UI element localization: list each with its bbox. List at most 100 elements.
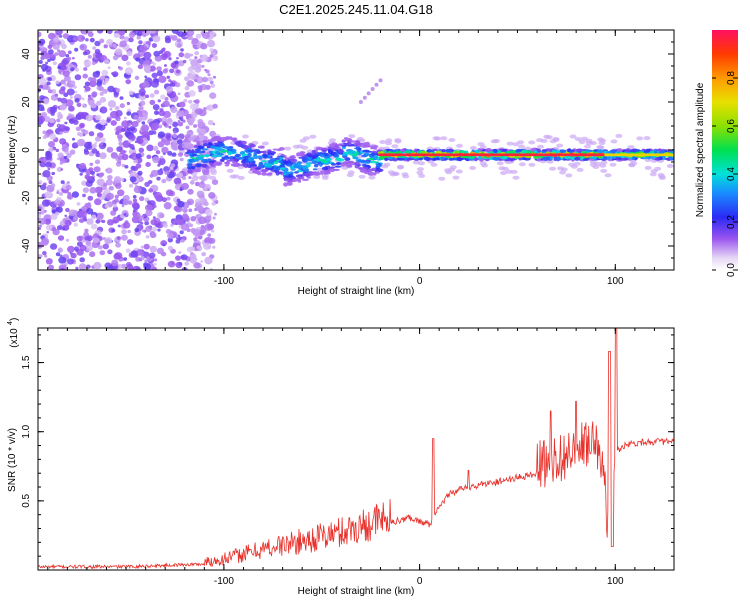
signal-cell (474, 149, 480, 153)
noise-cell (184, 76, 190, 82)
noise-cell (152, 104, 160, 111)
noise-cell (126, 101, 131, 106)
signal-cell (218, 139, 223, 142)
halo-cell (348, 134, 356, 139)
noise-cell (106, 146, 114, 153)
signal-cell (203, 158, 209, 164)
noise-cell (38, 47, 41, 52)
noise-cell (119, 103, 125, 109)
noise-cell (98, 86, 104, 92)
signal-cell (220, 150, 225, 153)
noise-cell (64, 214, 67, 217)
noise-cell (60, 97, 68, 104)
faint-cell (374, 82, 379, 87)
noise-cell (188, 58, 192, 62)
signal-cell (230, 158, 235, 162)
signal-cell (302, 165, 308, 170)
noise-cell (134, 227, 140, 233)
halo-cell (448, 138, 456, 142)
signal-cell (209, 145, 217, 149)
noise-cell (187, 117, 195, 124)
signal-cell (362, 149, 370, 153)
noise-cell (49, 133, 57, 140)
noise-cell (104, 59, 110, 65)
noise-cell (38, 77, 47, 86)
noise-cell (110, 120, 117, 126)
signal-cell (187, 163, 193, 167)
noise-cell (52, 37, 60, 43)
halo-cell (517, 140, 525, 145)
noise-cell (83, 148, 89, 153)
signal-cell (187, 166, 193, 170)
spectrogram-x-ticks: -100 0 100 (47, 30, 675, 287)
noise-cell (105, 179, 113, 186)
noise-cell (54, 199, 61, 205)
noise-cell (66, 88, 75, 96)
noise-cell (76, 202, 81, 206)
x-tick-label: 0 (417, 576, 423, 587)
x-tick-label: -100 (214, 576, 234, 587)
noise-cell (160, 240, 168, 247)
signal-cell (363, 161, 371, 164)
signal-cell (278, 160, 284, 163)
noise-cell (102, 82, 106, 85)
noise-cell (198, 235, 203, 240)
noise-cell (209, 48, 214, 52)
noise-cell (198, 181, 206, 188)
signal-cell (453, 150, 460, 154)
noise-cell (194, 99, 200, 104)
halo-cell (610, 139, 618, 144)
noise-cell (95, 123, 103, 130)
noise-cell (117, 118, 121, 121)
noise-cell (153, 191, 163, 200)
noise-cell (212, 103, 218, 109)
signal-cell (199, 154, 205, 158)
noise-cell (176, 236, 179, 240)
noise-cell (79, 43, 87, 51)
noise-cell (168, 57, 172, 61)
noise-cell (179, 188, 183, 192)
halo-cell (368, 175, 376, 180)
y-tick-label: 1.5 (21, 355, 32, 369)
noise-cell (59, 138, 67, 145)
noise-cell (204, 68, 208, 72)
signal-cell (290, 158, 298, 163)
noise-cell (140, 255, 145, 261)
halo-cell (385, 141, 392, 146)
noise-cell (153, 262, 157, 266)
noise-cell (57, 235, 65, 241)
signal-cell (343, 137, 349, 140)
noise-cell (64, 219, 72, 227)
noise-cell (189, 253, 197, 260)
noise-cell (125, 131, 130, 136)
noise-cell (190, 258, 197, 264)
signal-cell (307, 157, 312, 160)
noise-cell (142, 81, 150, 88)
noise-cell (91, 214, 97, 220)
noise-cell (127, 200, 133, 205)
signal-cell (209, 162, 214, 166)
noise-cell (178, 251, 182, 254)
snr-y-ticks: 0.5 1.0 1.5 (21, 334, 674, 557)
signal-cell (332, 168, 340, 171)
noise-cell (196, 245, 201, 250)
noise-cell (153, 50, 160, 57)
noise-cell (79, 210, 88, 218)
noise-cell (72, 119, 79, 125)
noise-cell (79, 162, 87, 170)
noise-cell (72, 145, 76, 149)
noise-cell (133, 159, 139, 164)
halo-cell (346, 173, 354, 178)
noise-cell (101, 69, 109, 76)
noise-cell (118, 141, 123, 146)
halo-cell (556, 143, 564, 148)
signal-cell (300, 151, 306, 155)
signal-cell (605, 151, 613, 154)
noise-cell (148, 130, 154, 136)
halo-cell (528, 162, 536, 167)
noise-cell (115, 131, 120, 136)
noise-cell (138, 105, 144, 111)
noise-cell (207, 223, 215, 230)
noise-cell (197, 200, 201, 204)
noise-cell (142, 57, 146, 61)
